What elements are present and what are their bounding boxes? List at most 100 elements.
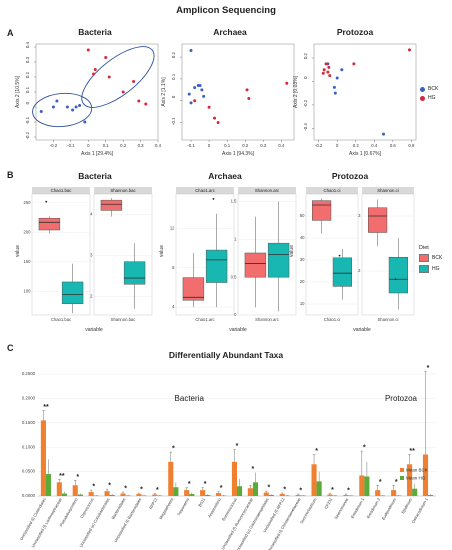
y-tick-label: 2	[358, 268, 361, 273]
box-bck	[244, 252, 267, 278]
x-category-label: Megasphaera	[158, 496, 175, 520]
x-category-label: Entodinium 1	[350, 497, 366, 519]
scatter-point-bck	[202, 94, 206, 98]
facet-strip	[362, 187, 414, 194]
x-category-label: Unclassified (f) Ruminococcaceae	[220, 497, 254, 550]
box-outlier	[45, 200, 48, 203]
b-legend-item-hg: HG	[419, 265, 442, 273]
significance-marker: *	[220, 485, 223, 492]
b-legend: Diet BCK HG	[419, 245, 442, 273]
x-tick-label: Chao1.ci	[324, 317, 341, 322]
bar-mean-hg	[268, 495, 274, 496]
y-tick-label: 0.5	[231, 274, 237, 279]
x-category-label: Bacteroidales	[110, 497, 126, 520]
box-hg	[388, 257, 409, 294]
x-tick-label: 0.8	[408, 143, 415, 148]
bar-mean-bck	[200, 490, 206, 496]
b-legend-swatch-hg	[419, 265, 429, 273]
y-tick-label: 4	[172, 304, 175, 309]
b-legend-swatch-bck	[419, 254, 429, 262]
bar-mean-hg	[109, 495, 115, 496]
facet-strip-label: Chao1.bac	[51, 188, 73, 193]
y-tick-label: 50	[300, 213, 305, 218]
bar-mean-bck	[295, 495, 301, 496]
scatter-point-hg	[144, 102, 148, 106]
significance-marker: *	[108, 483, 111, 490]
scatter-point-bck	[78, 104, 82, 107]
x-category-label: Unclassified (f) Clostridiales	[18, 497, 46, 541]
b-protozoa-title: Protozoa	[331, 171, 369, 181]
scatter-point-bck	[189, 101, 193, 105]
y-tick-label: 0.1500	[22, 420, 36, 425]
y-tick-label: 4	[90, 212, 93, 217]
a-legend-item-hg: HG	[420, 95, 438, 101]
y-tick-label: 3	[90, 253, 93, 258]
x-tick-label: 0.2	[242, 143, 249, 148]
scatter-point-bck	[51, 105, 55, 109]
x-axis-label: Axis 1 [0.67%]	[349, 151, 382, 157]
y-tick-label: 0	[171, 95, 176, 98]
x-category-label: RFP12	[148, 497, 158, 510]
y-tick-label: 0.2	[171, 51, 176, 58]
x-tick-label: 0.1	[103, 143, 110, 148]
bar-mean-bck	[422, 454, 429, 496]
x-tick-label: 0	[87, 143, 90, 148]
y-axis-label: value	[289, 245, 295, 257]
facet-strip-label: Shannon.ci	[377, 188, 399, 193]
b-legend-item-bck: BCK	[419, 254, 442, 262]
box-outlier	[212, 198, 215, 200]
significance-marker: *	[347, 488, 350, 495]
b-bacteria-chart: value variable Chao1.bac 100 150 200 250 Chao1.…	[15, 187, 153, 333]
significance-marker: *	[252, 466, 255, 473]
facet-strip-label: Chao1.arc	[195, 188, 216, 193]
plot-frame	[35, 43, 159, 141]
x-tick-label: Shannon.arc	[255, 317, 279, 322]
bar-mean-hg	[316, 481, 322, 496]
x-tick-label: 0.4	[371, 143, 378, 148]
x-category-label: Eudiplodinium	[381, 497, 398, 521]
x-axis-label: variable	[229, 327, 247, 333]
b-archaea-title: Archaea	[208, 171, 242, 181]
c-legend-swatch-hg	[400, 476, 404, 480]
a-protozoa-title: Protozoa	[336, 27, 374, 37]
panel-letter-b: B	[7, 170, 14, 180]
x-category-label: Unclassified (o) Coriobacteriales	[78, 497, 110, 548]
y-tick-label: -0.1	[171, 117, 176, 125]
y-tick-label: -0.1	[25, 116, 30, 124]
plot-frame	[181, 43, 295, 141]
x-category-label: Ruminococcus	[221, 497, 238, 522]
y-tick-label: -0.2	[303, 99, 308, 107]
bar-mean-bck	[104, 491, 110, 496]
significance-marker: **	[59, 473, 65, 480]
box-outlier	[394, 278, 397, 281]
significance-marker: *	[236, 443, 239, 450]
group-label-protozoa: Protozoa	[385, 394, 418, 403]
b-protozoa-chart: value variable Chao1.ci 10 20 30 40 50 Chao1.ci S…	[289, 187, 415, 333]
scatter-point-bck	[74, 105, 78, 109]
a-archaea-title: Archaea	[213, 27, 247, 37]
x-tick-label: -0.1	[187, 143, 195, 148]
y-tick-label: 0.4	[25, 41, 30, 48]
y-axis-label: Axis 2 [1.1%]	[161, 77, 167, 107]
scatter-point-hg	[86, 48, 90, 52]
scatter-point-bck	[55, 99, 59, 103]
facet-strip-label: Shannon.arc	[255, 188, 280, 193]
scatter-point-bck	[335, 76, 339, 80]
panel-letter-c: C	[7, 343, 14, 353]
c-title: Differentially Abundant Taxa	[168, 350, 284, 360]
x-tick-label: 0.2	[353, 143, 360, 148]
bar-mean-bck	[168, 461, 174, 496]
a-legend-label-hg: HG	[428, 95, 436, 101]
scatter-point-hg	[326, 70, 330, 74]
x-category-label: BS11	[197, 497, 206, 507]
scatter-point-hg	[207, 105, 211, 109]
bar-mean-hg	[77, 494, 83, 496]
bar-mean-hg	[61, 493, 67, 496]
c-legend-label-bck: Mean BCK	[406, 468, 428, 473]
scatter-point-hg	[247, 97, 251, 101]
facet-strip-label: Chao1.ci	[324, 188, 341, 193]
scatter-point-bck	[193, 86, 197, 90]
a-protozoa-chart: -0.2 0 0.2 0.4 0.6 0.8 -0.4 -0.2 0 0.2 Axis 1 [0.6…	[293, 43, 417, 157]
a-legend: BCK HG	[420, 86, 438, 101]
scatter-point-bck	[187, 92, 191, 96]
